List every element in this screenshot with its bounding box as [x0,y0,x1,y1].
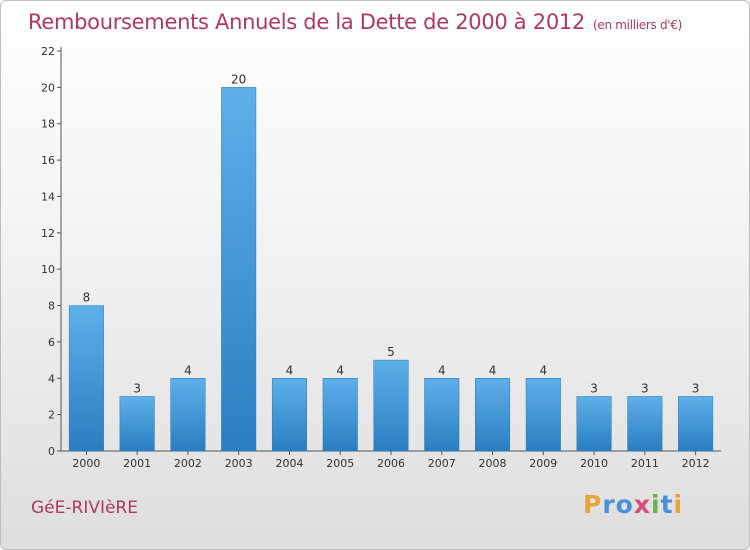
chart-title-text: Remboursements Annuels de la Dette de 20… [28,10,585,34]
x-tick: 2000 [72,451,100,470]
logo-letter: t [660,490,674,519]
data-label: 8 [83,291,91,305]
y-tick: 20 [41,81,61,94]
data-label: 3 [692,381,700,395]
x-tick: 2007 [428,451,456,470]
bar [424,378,460,452]
logo-letter: P [583,490,603,519]
x-tick: 2009 [529,451,557,470]
bar [170,378,206,452]
y-tick-label: 8 [48,300,55,313]
data-label: 20 [231,72,246,86]
data-label: 4 [489,363,497,377]
unit-label: (en milliers d'€) [593,18,683,32]
x-tick-label: 2006 [377,457,405,470]
x-tick: 2008 [479,451,507,470]
y-tick-label: 12 [41,227,55,240]
x-tick: 2011 [631,451,659,470]
bar [525,378,561,452]
bar [373,359,409,452]
data-label: 3 [590,381,598,395]
x-tick-label: 2011 [631,457,659,470]
bar [271,378,307,452]
y-tick: 12 [41,227,61,240]
y-tick: 10 [41,263,61,276]
y-tick: 8 [48,300,61,313]
y-tick-label: 18 [41,118,55,131]
y-tick: 18 [41,118,61,131]
y-tick: 2 [48,409,61,422]
data-label: 4 [286,363,294,377]
y-tick-label: 14 [41,190,55,203]
y-tick-label: 16 [41,154,55,167]
x-tick-label: 2012 [682,457,710,470]
bar [322,378,358,452]
y-tick-label: 10 [41,263,55,276]
bar [576,396,612,452]
y-tick-label: 20 [41,81,55,94]
axes: 0 2 4 6 8 10 12 14 16 18 20 22 2000 2001 2002 2003 2004 2… [41,45,721,470]
commune-name: GéE-RIVIèRE [31,498,138,518]
x-tick-label: 2004 [275,457,303,470]
x-tick-label: 2009 [529,457,557,470]
data-label: 3 [641,381,649,395]
logo-letter: o [615,490,634,519]
x-tick: 2012 [682,451,710,470]
y-tick: 16 [41,154,61,167]
x-tick-label: 2002 [174,457,202,470]
logo-letter: i [673,490,684,519]
y-tick: 22 [41,45,61,58]
x-tick: 2004 [275,451,303,470]
y-tick: 6 [48,336,61,349]
x-tick-label: 2005 [326,457,354,470]
y-tick: 0 [48,445,61,458]
y-tick: 14 [41,190,61,203]
x-tick: 2010 [580,451,608,470]
proxiti-logo: Proxiti [583,490,683,519]
y-tick-label: 22 [41,45,55,58]
x-tick: 2001 [123,451,151,470]
data-label: 4 [438,363,446,377]
y-tick-label: 6 [48,336,55,349]
bar [119,396,155,452]
data-label: 4 [539,363,547,377]
data-label: 4 [336,363,344,377]
x-tick: 2006 [377,451,405,470]
x-tick-label: 2010 [580,457,608,470]
chart-title: Remboursements Annuels de la Dette de 20… [28,10,682,34]
data-label: 3 [133,381,141,395]
y-tick-label: 0 [48,445,55,458]
bar [627,396,663,452]
bar [678,396,714,452]
x-tick-label: 2007 [428,457,456,470]
x-tick: 2003 [225,451,253,470]
data-label: 5 [387,345,395,359]
logo-letter: i [651,490,661,519]
bar [221,87,257,452]
x-tick: 2005 [326,451,354,470]
data-label: 4 [184,363,192,377]
logo-letter: x [633,490,651,519]
bar [475,378,511,452]
y-tick-label: 4 [48,372,55,385]
bars: 8 3 4 20 4 4 5 4 4 4 3 3 3 [68,72,714,452]
bar [68,305,104,452]
x-tick-label: 2003 [225,457,253,470]
y-tick: 4 [48,372,61,385]
x-tick-label: 2001 [123,457,151,470]
x-tick-label: 2000 [72,457,100,470]
x-tick-label: 2008 [479,457,507,470]
x-tick: 2002 [174,451,202,470]
y-tick-label: 2 [48,409,55,422]
logo-letter: r [602,490,616,519]
